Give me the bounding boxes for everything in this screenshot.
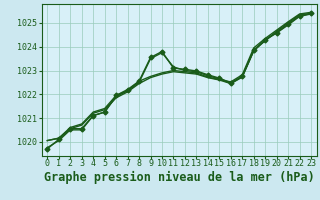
X-axis label: Graphe pression niveau de la mer (hPa): Graphe pression niveau de la mer (hPa) <box>44 171 315 184</box>
